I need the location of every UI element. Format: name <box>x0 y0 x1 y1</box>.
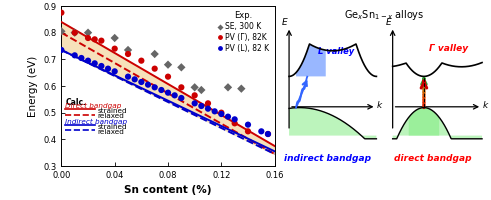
Text: relaxed: relaxed <box>97 129 124 135</box>
Point <box>177 96 185 100</box>
Text: Direct bandgap: Direct bandgap <box>65 103 122 109</box>
Point <box>111 47 119 50</box>
X-axis label: Sn content (%): Sn content (%) <box>124 185 212 195</box>
Point <box>84 59 92 62</box>
Point <box>104 67 112 70</box>
Point <box>177 66 185 69</box>
Point <box>164 63 172 66</box>
Polygon shape <box>296 44 326 76</box>
Polygon shape <box>393 108 482 139</box>
Point <box>151 86 159 89</box>
Point <box>197 104 205 108</box>
Point <box>151 67 159 70</box>
Point <box>57 11 65 14</box>
Text: Indirect bandgap: Indirect bandgap <box>65 119 128 125</box>
Point <box>191 94 198 97</box>
Point <box>151 52 159 56</box>
Point <box>264 132 272 136</box>
Point <box>84 36 92 40</box>
Point <box>71 31 79 34</box>
Point <box>111 36 119 40</box>
Point <box>124 52 132 56</box>
Point <box>191 102 198 105</box>
Point <box>84 31 92 34</box>
Point <box>257 130 265 133</box>
Point <box>91 62 99 65</box>
Point <box>91 38 99 41</box>
Text: E: E <box>386 18 391 27</box>
Point <box>231 118 239 121</box>
Point <box>97 39 105 42</box>
Point <box>164 91 172 94</box>
Y-axis label: Energy (eV): Energy (eV) <box>27 55 38 117</box>
Polygon shape <box>409 108 439 136</box>
Point <box>264 132 272 136</box>
Point <box>204 107 212 110</box>
Point <box>224 86 232 89</box>
Point <box>131 78 138 81</box>
Polygon shape <box>289 108 377 139</box>
Point <box>71 54 79 57</box>
Point <box>204 102 212 105</box>
Point <box>177 86 185 89</box>
Point <box>57 30 65 33</box>
Text: L valley: L valley <box>318 47 354 56</box>
Text: indirect bandgap: indirect bandgap <box>284 154 371 163</box>
Point <box>197 88 205 92</box>
Point <box>124 75 132 78</box>
Text: E: E <box>282 18 288 27</box>
Point <box>218 111 225 114</box>
Point <box>144 83 152 86</box>
Text: Calc.: Calc. <box>65 98 86 107</box>
Text: Γ valley: Γ valley <box>429 44 468 53</box>
Point <box>171 94 179 97</box>
Point <box>111 70 119 73</box>
Point <box>237 87 245 90</box>
Point <box>57 48 65 52</box>
Point <box>244 123 252 126</box>
Point <box>158 88 165 92</box>
Point <box>218 112 225 116</box>
Text: relaxed: relaxed <box>97 113 124 119</box>
Point <box>124 48 132 52</box>
Legend: SE, 300 K, PV (Γ), 82K, PV (L), 82 K: SE, 300 K, PV (Γ), 82K, PV (L), 82 K <box>215 10 271 55</box>
Text: k: k <box>377 101 382 110</box>
Text: Ge$_x$Sn$_{1-x}$ alloys: Ge$_x$Sn$_{1-x}$ alloys <box>344 8 425 22</box>
Point <box>164 75 172 78</box>
Point <box>97 64 105 68</box>
Point <box>137 80 145 84</box>
Text: strained: strained <box>97 124 127 130</box>
Point <box>78 56 85 60</box>
Point <box>137 59 145 62</box>
Point <box>224 115 232 118</box>
Point <box>244 130 252 133</box>
Point <box>231 122 239 125</box>
Text: strained: strained <box>97 108 127 114</box>
Point <box>191 86 198 89</box>
Text: direct bandgap: direct bandgap <box>394 154 472 163</box>
Point <box>211 110 218 113</box>
Point <box>71 31 79 34</box>
Text: k: k <box>483 101 488 110</box>
